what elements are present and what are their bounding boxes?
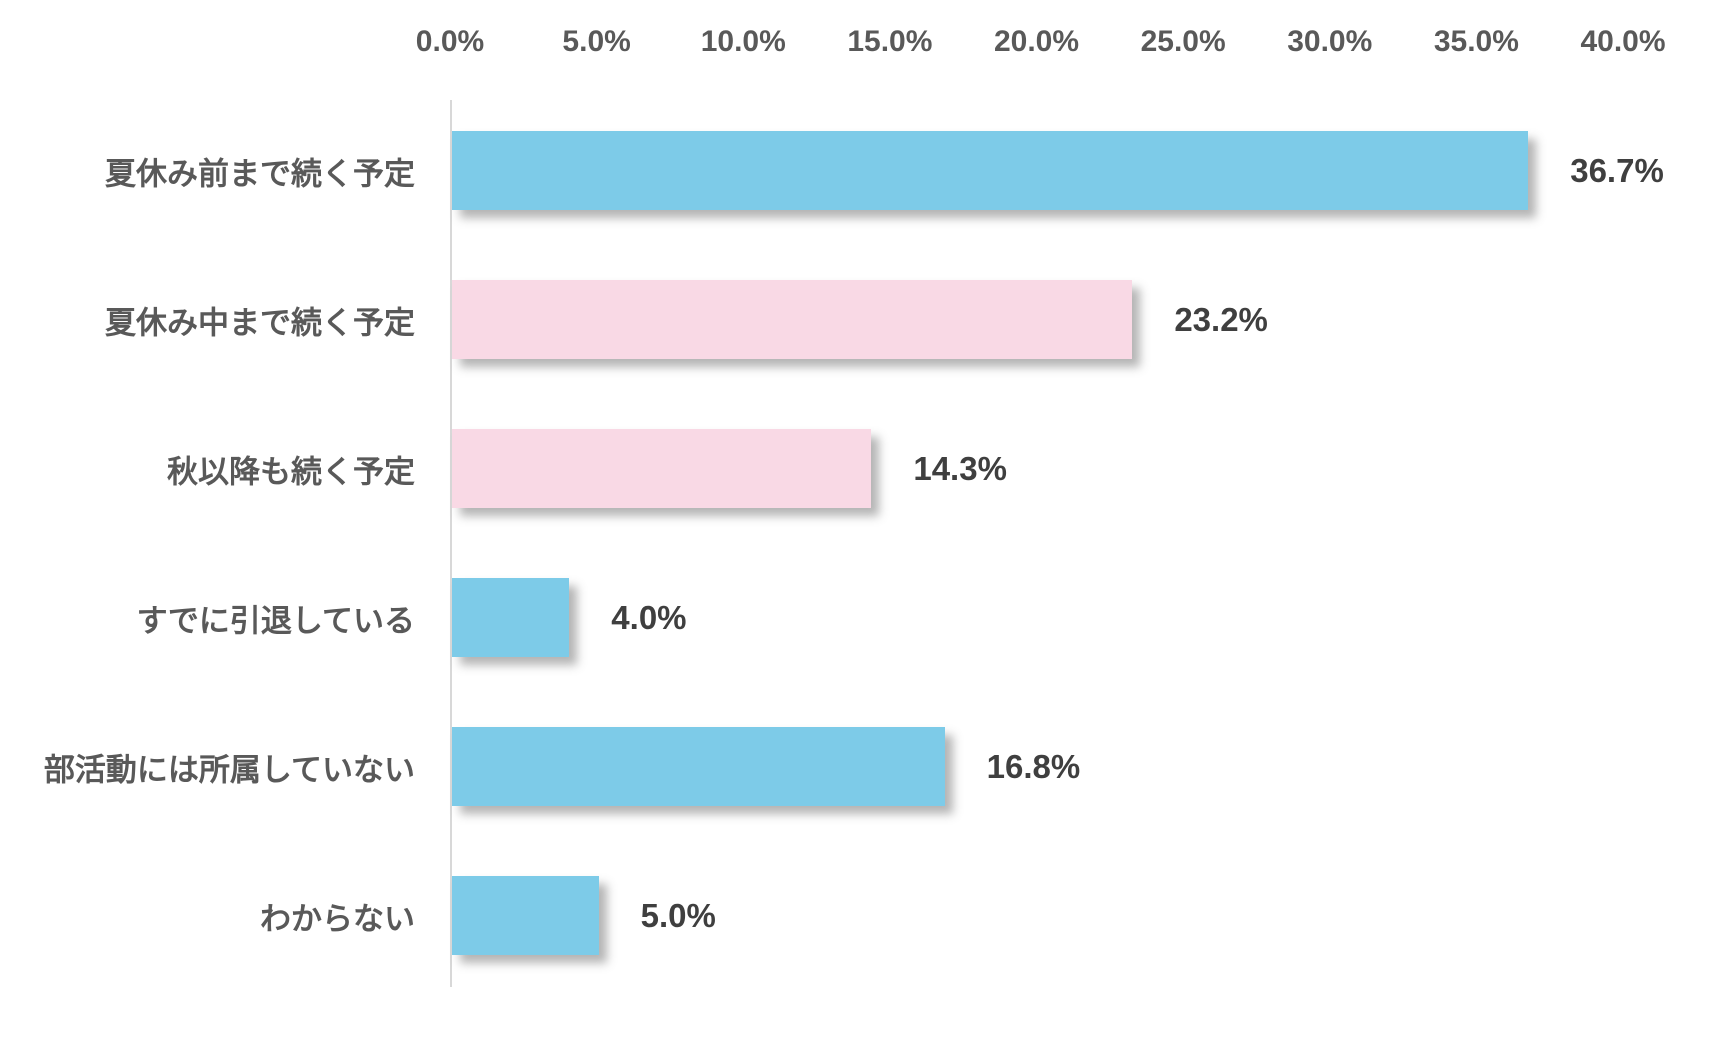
value-label: 23.2% xyxy=(1174,300,1268,338)
bar xyxy=(452,727,945,806)
category-label: わからない xyxy=(260,901,415,936)
bar xyxy=(452,578,570,657)
x-axis-tick-label: 0.0% xyxy=(415,25,485,58)
x-axis-tick-label: 5.0% xyxy=(562,25,631,58)
x-axis-tick-label: 10.0% xyxy=(700,25,786,58)
value-label: 5.0% xyxy=(640,896,716,934)
x-axis-tick-label: 40.0% xyxy=(1580,25,1666,58)
x-axis-tick-label: 35.0% xyxy=(1433,25,1519,58)
category-label: すでに引退している xyxy=(136,603,415,638)
value-label: 36.7% xyxy=(1570,151,1664,189)
category-label: 夏休み前まで続く予定 xyxy=(105,156,415,191)
category-label: 夏休み中まで続く予定 xyxy=(105,305,415,340)
bar xyxy=(452,280,1133,359)
bar xyxy=(452,429,872,508)
y-axis-line xyxy=(450,100,452,987)
x-axis-tick-label: 30.0% xyxy=(1287,25,1373,58)
bar xyxy=(452,876,599,955)
value-label: 14.3% xyxy=(913,449,1007,487)
x-axis-tick-label: 15.0% xyxy=(847,25,933,58)
x-axis-tick-label: 20.0% xyxy=(993,25,1080,58)
value-label: 4.0% xyxy=(611,598,687,636)
bar xyxy=(452,131,1529,210)
category-label: 部活動には所属していない xyxy=(43,752,415,787)
value-label: 16.8% xyxy=(986,747,1081,785)
category-label: 秋以降も続く予定 xyxy=(167,454,415,489)
x-axis-tick-label: 25.0% xyxy=(1140,25,1226,58)
